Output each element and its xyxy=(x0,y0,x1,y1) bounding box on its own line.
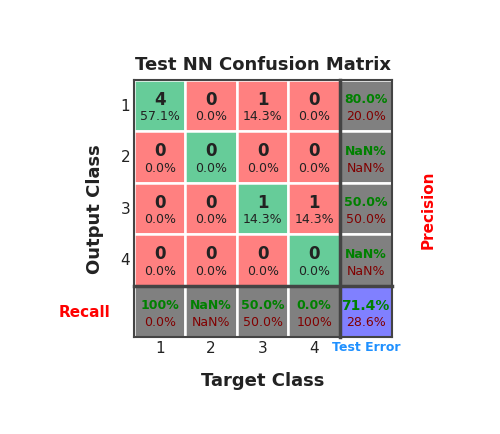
Text: 0.0%: 0.0% xyxy=(144,161,176,174)
Text: 1: 1 xyxy=(257,193,268,211)
Text: 0: 0 xyxy=(308,245,320,263)
Text: 0.0%: 0.0% xyxy=(144,213,176,226)
Text: 0.0%: 0.0% xyxy=(298,110,330,123)
Text: 50.0%: 50.0% xyxy=(241,299,284,312)
Text: 4: 4 xyxy=(310,341,319,355)
FancyBboxPatch shape xyxy=(237,183,288,235)
Text: 3: 3 xyxy=(120,201,130,217)
Text: 0.0%: 0.0% xyxy=(195,161,227,174)
Text: Test NN Confusion Matrix: Test NN Confusion Matrix xyxy=(134,56,390,74)
Text: 71.4%: 71.4% xyxy=(342,298,390,312)
Text: 50.0%: 50.0% xyxy=(242,316,282,329)
Text: 80.0%: 80.0% xyxy=(344,93,388,106)
Text: NaN%: NaN% xyxy=(345,247,387,260)
Text: 1: 1 xyxy=(155,341,164,355)
FancyBboxPatch shape xyxy=(340,286,392,337)
FancyBboxPatch shape xyxy=(186,80,237,132)
FancyBboxPatch shape xyxy=(288,235,340,286)
Text: Recall: Recall xyxy=(59,304,111,319)
Text: 0.0%: 0.0% xyxy=(298,161,330,174)
Text: 0.0%: 0.0% xyxy=(144,316,176,329)
FancyBboxPatch shape xyxy=(134,235,186,286)
Text: 0.0%: 0.0% xyxy=(195,264,227,277)
Text: 0.0%: 0.0% xyxy=(246,161,278,174)
Text: 14.3%: 14.3% xyxy=(243,110,282,123)
Text: 1: 1 xyxy=(308,193,320,211)
FancyBboxPatch shape xyxy=(237,80,288,132)
Text: 0: 0 xyxy=(154,245,166,263)
Text: 100%: 100% xyxy=(296,316,332,329)
Text: 0: 0 xyxy=(206,90,217,108)
Text: 0: 0 xyxy=(308,90,320,108)
Text: 1: 1 xyxy=(257,90,268,108)
FancyBboxPatch shape xyxy=(134,183,186,235)
Text: 2: 2 xyxy=(206,341,216,355)
Text: NaN%: NaN% xyxy=(346,161,385,174)
FancyBboxPatch shape xyxy=(288,132,340,183)
Text: 57.1%: 57.1% xyxy=(140,110,179,123)
Text: 2: 2 xyxy=(120,150,130,165)
FancyBboxPatch shape xyxy=(134,132,186,183)
Text: 0.0%: 0.0% xyxy=(195,213,227,226)
FancyBboxPatch shape xyxy=(237,286,288,337)
Text: 14.3%: 14.3% xyxy=(243,213,282,226)
Text: 1: 1 xyxy=(120,99,130,114)
FancyBboxPatch shape xyxy=(340,235,392,286)
Text: 50.0%: 50.0% xyxy=(346,213,386,226)
Text: 0.0%: 0.0% xyxy=(297,299,332,312)
Text: 0.0%: 0.0% xyxy=(144,264,176,277)
Text: Precision: Precision xyxy=(421,170,436,248)
Text: 0: 0 xyxy=(154,193,166,211)
FancyBboxPatch shape xyxy=(340,132,392,183)
FancyBboxPatch shape xyxy=(186,235,237,286)
Text: 0: 0 xyxy=(206,142,217,160)
FancyBboxPatch shape xyxy=(237,235,288,286)
Text: 4: 4 xyxy=(154,90,166,108)
FancyBboxPatch shape xyxy=(186,286,237,337)
FancyBboxPatch shape xyxy=(340,80,392,132)
Text: 0: 0 xyxy=(308,142,320,160)
Text: 0: 0 xyxy=(257,245,268,263)
Text: 28.6%: 28.6% xyxy=(346,316,386,329)
Text: NaN%: NaN% xyxy=(346,264,385,277)
FancyBboxPatch shape xyxy=(288,286,340,337)
FancyBboxPatch shape xyxy=(186,183,237,235)
Text: Output Class: Output Class xyxy=(86,144,104,273)
Text: 0: 0 xyxy=(206,193,217,211)
FancyBboxPatch shape xyxy=(288,183,340,235)
Text: Target Class: Target Class xyxy=(201,371,324,389)
Text: 3: 3 xyxy=(258,341,268,355)
FancyBboxPatch shape xyxy=(288,80,340,132)
FancyBboxPatch shape xyxy=(186,132,237,183)
Text: 0: 0 xyxy=(154,142,166,160)
Text: Test Error: Test Error xyxy=(332,341,400,353)
FancyBboxPatch shape xyxy=(134,80,186,132)
FancyBboxPatch shape xyxy=(134,286,186,337)
Text: 20.0%: 20.0% xyxy=(346,110,386,123)
Text: 0: 0 xyxy=(206,245,217,263)
Text: 0.0%: 0.0% xyxy=(246,264,278,277)
FancyBboxPatch shape xyxy=(237,132,288,183)
Text: 4: 4 xyxy=(120,253,130,268)
Text: NaN%: NaN% xyxy=(192,316,230,329)
Text: 0.0%: 0.0% xyxy=(195,110,227,123)
Text: NaN%: NaN% xyxy=(190,299,232,312)
Text: 50.0%: 50.0% xyxy=(344,196,388,209)
Text: NaN%: NaN% xyxy=(345,145,387,157)
FancyBboxPatch shape xyxy=(340,183,392,235)
Text: 100%: 100% xyxy=(140,299,179,312)
Text: 0: 0 xyxy=(257,142,268,160)
Text: 14.3%: 14.3% xyxy=(294,213,334,226)
Text: 0.0%: 0.0% xyxy=(298,264,330,277)
